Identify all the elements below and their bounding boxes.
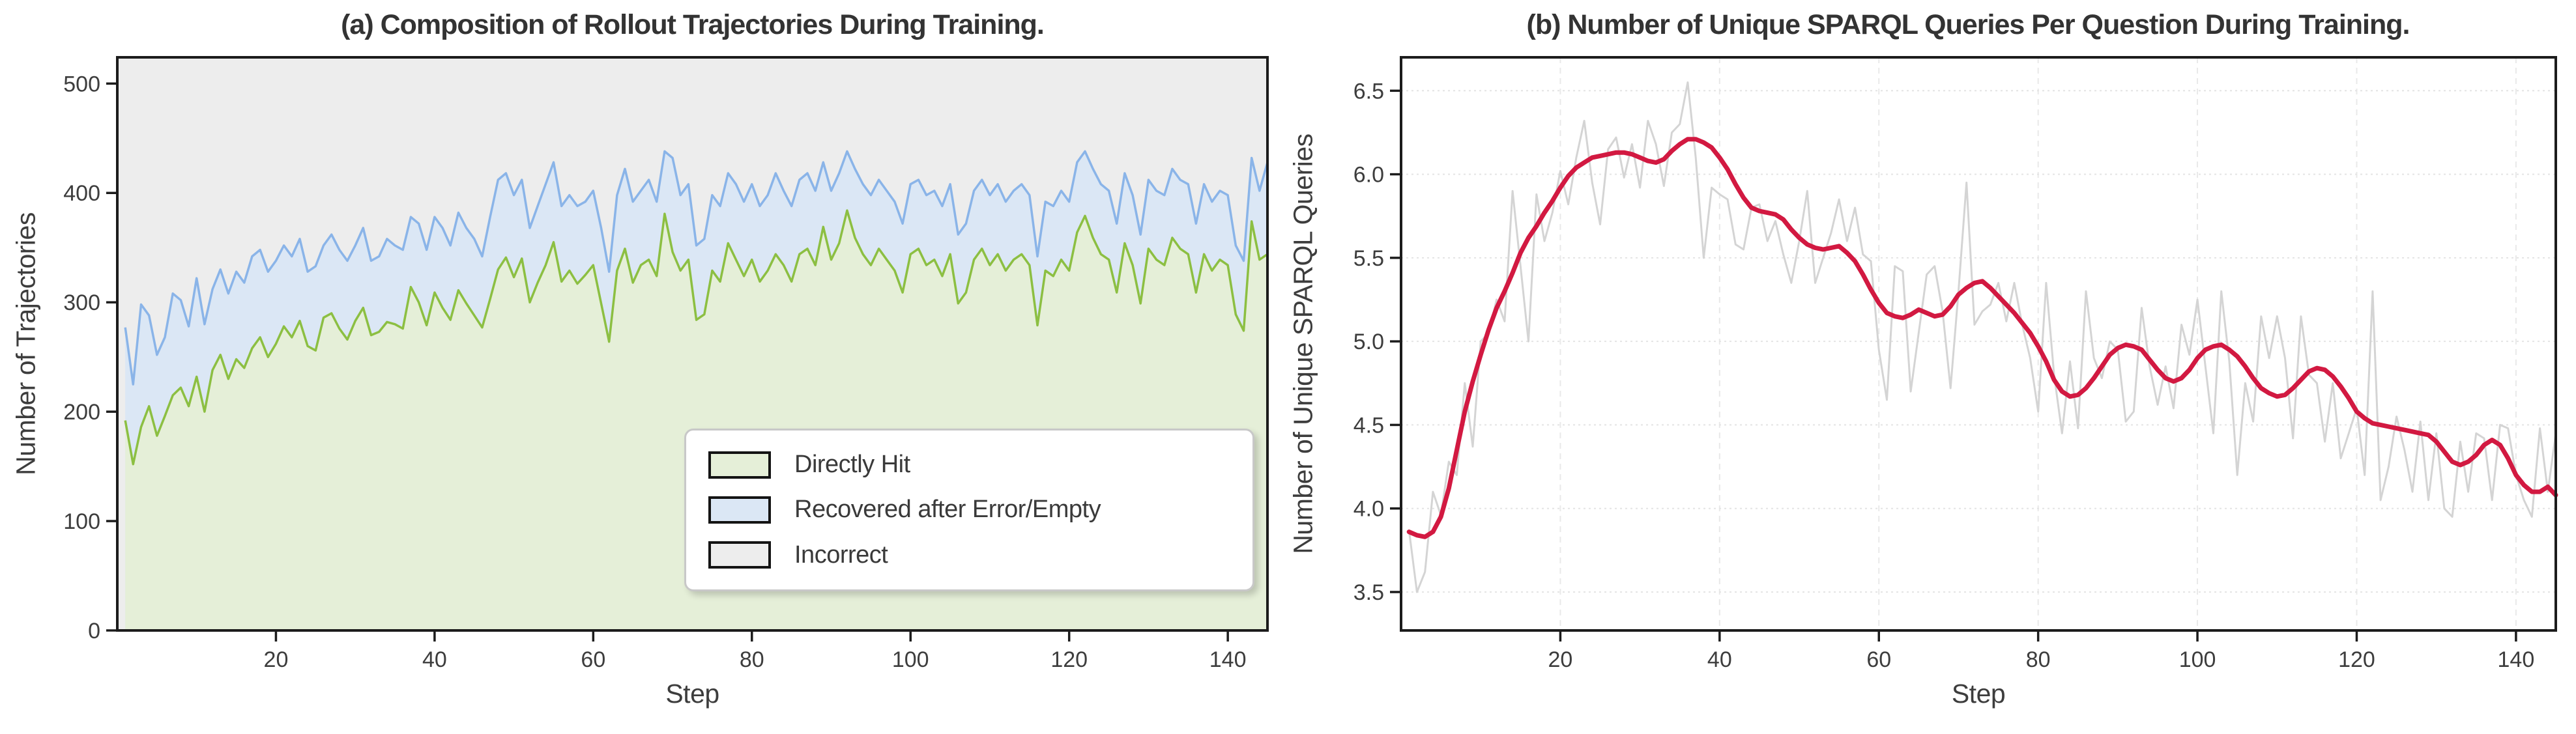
x-tick-label: 60 <box>1866 647 1891 672</box>
legend-label-recovered: Recovered after Error/Empty <box>794 496 1101 524</box>
legend-swatch-directly-hit <box>708 451 771 479</box>
panel-a-title: (a) Composition of Rollout Trajectories … <box>341 9 1045 40</box>
line-recovered-top <box>124 150 1269 386</box>
x-tick-label: 80 <box>740 647 764 672</box>
axes-spines <box>1400 56 2557 632</box>
y-tick-label: 500 <box>63 72 100 96</box>
legend-label-directly-hit: Directly Hit <box>794 451 910 479</box>
line-smoothed <box>1406 137 2558 539</box>
panel-a-y-axis-label: Number of Trajectories <box>10 212 41 475</box>
y-tick-label: 200 <box>63 400 100 425</box>
panel-b-x-axis-label: Step <box>1951 679 2006 709</box>
y-tick-label: 3.5 <box>1353 580 1384 605</box>
legend-item-incorrect: Incorrect <box>708 541 1230 569</box>
panel-b-title: (b) Number of Unique SPARQL Queries Per … <box>1526 9 2410 40</box>
legend-swatch-incorrect <box>708 541 771 569</box>
line-raw-per-step-value <box>1408 81 2557 593</box>
y-tick-label: 6.5 <box>1353 79 1384 104</box>
x-tick-label: 100 <box>892 647 929 672</box>
y-tick-label: 6.0 <box>1353 163 1384 188</box>
y-tick-label: 400 <box>63 181 100 206</box>
legend-item-recovered: Recovered after Error/Empty <box>708 496 1230 524</box>
legend-swatch-recovered <box>708 496 771 524</box>
x-tick-label: 20 <box>1548 647 1572 672</box>
y-tick-label: 4.0 <box>1353 497 1384 522</box>
legend-item-directly-hit: Directly Hit <box>708 451 1230 479</box>
x-tick-label: 80 <box>2026 647 2051 672</box>
panel-a-x-axis-label: Step <box>665 679 719 709</box>
y-tick-label: 300 <box>63 290 100 315</box>
y-tick-label: 5.5 <box>1353 246 1384 271</box>
y-tick-label: 100 <box>63 509 100 534</box>
plot-background <box>1401 57 2556 630</box>
x-tick-label: 120 <box>1050 647 1088 672</box>
x-tick-label: 60 <box>581 647 605 672</box>
axes-spines <box>116 56 1269 632</box>
line-directly-hit-top <box>124 209 1268 466</box>
x-tick-label: 140 <box>1209 647 1247 672</box>
legend-label-incorrect: Incorrect <box>794 541 888 569</box>
legend: Directly Hit Recovered after Error/Empty… <box>684 429 1254 591</box>
x-tick-label: 140 <box>2498 647 2535 672</box>
x-tick-label: 20 <box>264 647 289 672</box>
x-tick-label: 120 <box>2338 647 2375 672</box>
x-tick-label: 40 <box>1707 647 1732 672</box>
y-tick-label: 4.5 <box>1353 413 1384 438</box>
y-tick-label: 5.0 <box>1353 330 1384 354</box>
y-tick-label: 0 <box>88 619 100 643</box>
panel-b-y-axis-label: Number of Unique SPARQL Queries <box>1288 134 1318 554</box>
x-tick-label: 40 <box>422 647 447 672</box>
x-tick-label: 100 <box>2179 647 2216 672</box>
